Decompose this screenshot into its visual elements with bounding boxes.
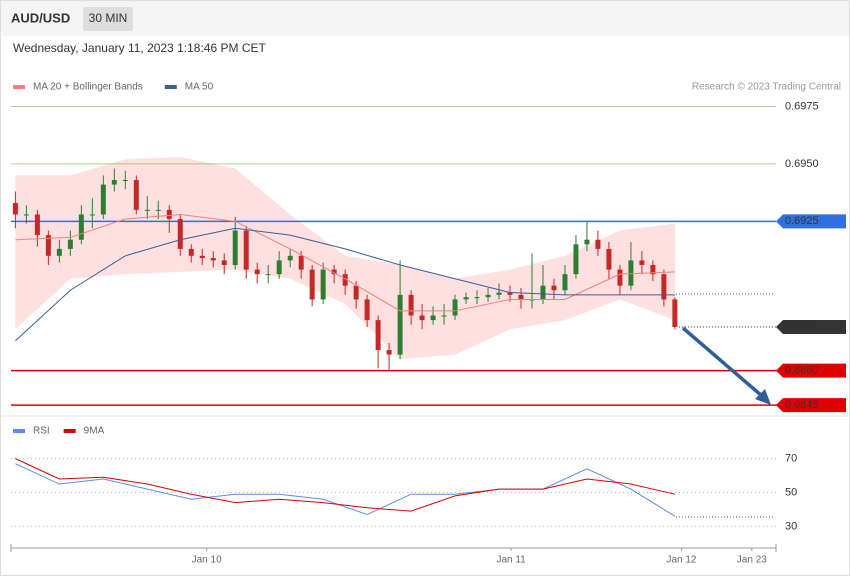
candle-body xyxy=(639,260,645,265)
subtitle: Wednesday, January 11, 2023 1:18:46 PM C… xyxy=(13,41,266,55)
candle-body xyxy=(298,255,304,270)
timeframe-box[interactable] xyxy=(83,7,133,31)
level-label: 0.6845 xyxy=(785,399,819,411)
candle-body xyxy=(650,264,656,275)
x-tick-label: Jan 10 xyxy=(192,555,222,566)
x-tick-label: Jan 12 xyxy=(666,555,696,566)
candle-body xyxy=(364,299,370,321)
candle-body xyxy=(452,299,458,316)
candle-body xyxy=(474,297,480,299)
candle-body xyxy=(45,235,51,256)
candle-body xyxy=(287,255,293,261)
level-badge xyxy=(776,214,846,229)
credit: Research © 2023 Trading Central xyxy=(692,82,841,93)
candle-body xyxy=(232,230,238,265)
level-badge xyxy=(776,363,846,378)
candle-body xyxy=(485,294,491,298)
candle-body xyxy=(133,179,139,210)
candle-body xyxy=(496,292,502,295)
legend-label: MA 20 + Bollinger Bands xyxy=(33,82,143,93)
candle-body xyxy=(617,269,623,286)
bollinger-band xyxy=(15,157,675,360)
rsi-line xyxy=(15,463,676,517)
candle-body xyxy=(595,239,601,249)
rsi-line xyxy=(15,458,675,512)
candle-body xyxy=(353,285,359,300)
candle-body xyxy=(628,260,634,286)
legend-swatch xyxy=(164,85,177,89)
candle-body xyxy=(67,239,73,249)
candle-body xyxy=(342,274,348,286)
candle-body xyxy=(254,269,260,275)
candle-body xyxy=(221,260,227,265)
candle-body xyxy=(166,209,172,220)
candle-body xyxy=(188,248,194,256)
legend-swatch xyxy=(13,429,25,433)
candle-body xyxy=(199,255,205,259)
legend-swatch xyxy=(13,85,25,89)
level-label: 0.6860 xyxy=(785,365,819,377)
candle-body xyxy=(408,294,414,316)
level-label: 0.6950 xyxy=(785,158,819,170)
candle-body xyxy=(463,297,469,300)
candle-body xyxy=(518,294,524,300)
moving-average xyxy=(15,213,675,312)
arrow-head xyxy=(755,389,771,405)
level-label: 0.6925 xyxy=(785,215,819,227)
candle-body xyxy=(584,239,590,245)
legend-swatch xyxy=(63,429,76,433)
candle-body xyxy=(89,214,95,216)
candle-body xyxy=(507,292,513,295)
legend-label: MA 50 xyxy=(185,82,214,93)
candle-body xyxy=(551,285,557,291)
candle-body xyxy=(397,294,403,355)
candle-body xyxy=(34,214,40,236)
candle-body xyxy=(375,320,381,350)
candle-body xyxy=(177,219,183,249)
level-badge xyxy=(776,320,846,335)
candle-body xyxy=(386,349,392,355)
candle-body xyxy=(661,274,667,300)
symbol: AUD/USD xyxy=(11,10,70,25)
level-badge xyxy=(776,398,846,413)
candle-body xyxy=(419,315,425,321)
candle-body xyxy=(562,274,568,291)
x-tick-label: Jan 11 xyxy=(496,555,526,566)
x-tick-label: Jan 23 xyxy=(737,555,767,566)
candle-body xyxy=(78,214,84,240)
legend-label: 9MA xyxy=(84,426,105,437)
timeframe[interactable]: 30 MIN xyxy=(89,11,128,25)
rsi-tick-label: 70 xyxy=(785,453,797,465)
candle-body xyxy=(320,269,326,300)
projection-arrow xyxy=(681,326,764,398)
candle-body xyxy=(155,209,161,211)
level-label: 0.6975 xyxy=(785,100,819,112)
candle-body xyxy=(540,285,546,300)
candle-body xyxy=(573,244,579,275)
candle-body xyxy=(309,269,315,300)
candle-body xyxy=(12,202,18,215)
rsi-tick-label: 30 xyxy=(785,520,797,532)
candle-body xyxy=(144,209,150,211)
candle-body xyxy=(265,274,271,276)
rsi-tick-label: 50 xyxy=(785,486,797,498)
candle-body xyxy=(23,214,29,216)
moving-average xyxy=(15,227,675,342)
candle-body xyxy=(606,248,612,270)
candle-body xyxy=(672,299,678,328)
candle-body xyxy=(276,260,282,275)
candle-body xyxy=(111,179,117,185)
candle-body xyxy=(210,258,216,261)
candle-body xyxy=(243,230,249,270)
legend-label: RSI xyxy=(33,426,50,437)
candle-body xyxy=(441,315,447,317)
candle-body xyxy=(100,184,106,215)
candle-body xyxy=(56,248,62,256)
level-label: 0.6879 xyxy=(785,321,819,333)
header-bar xyxy=(1,1,849,36)
candle-body xyxy=(122,179,128,181)
candle-body xyxy=(430,315,436,321)
candle-body xyxy=(331,269,337,275)
